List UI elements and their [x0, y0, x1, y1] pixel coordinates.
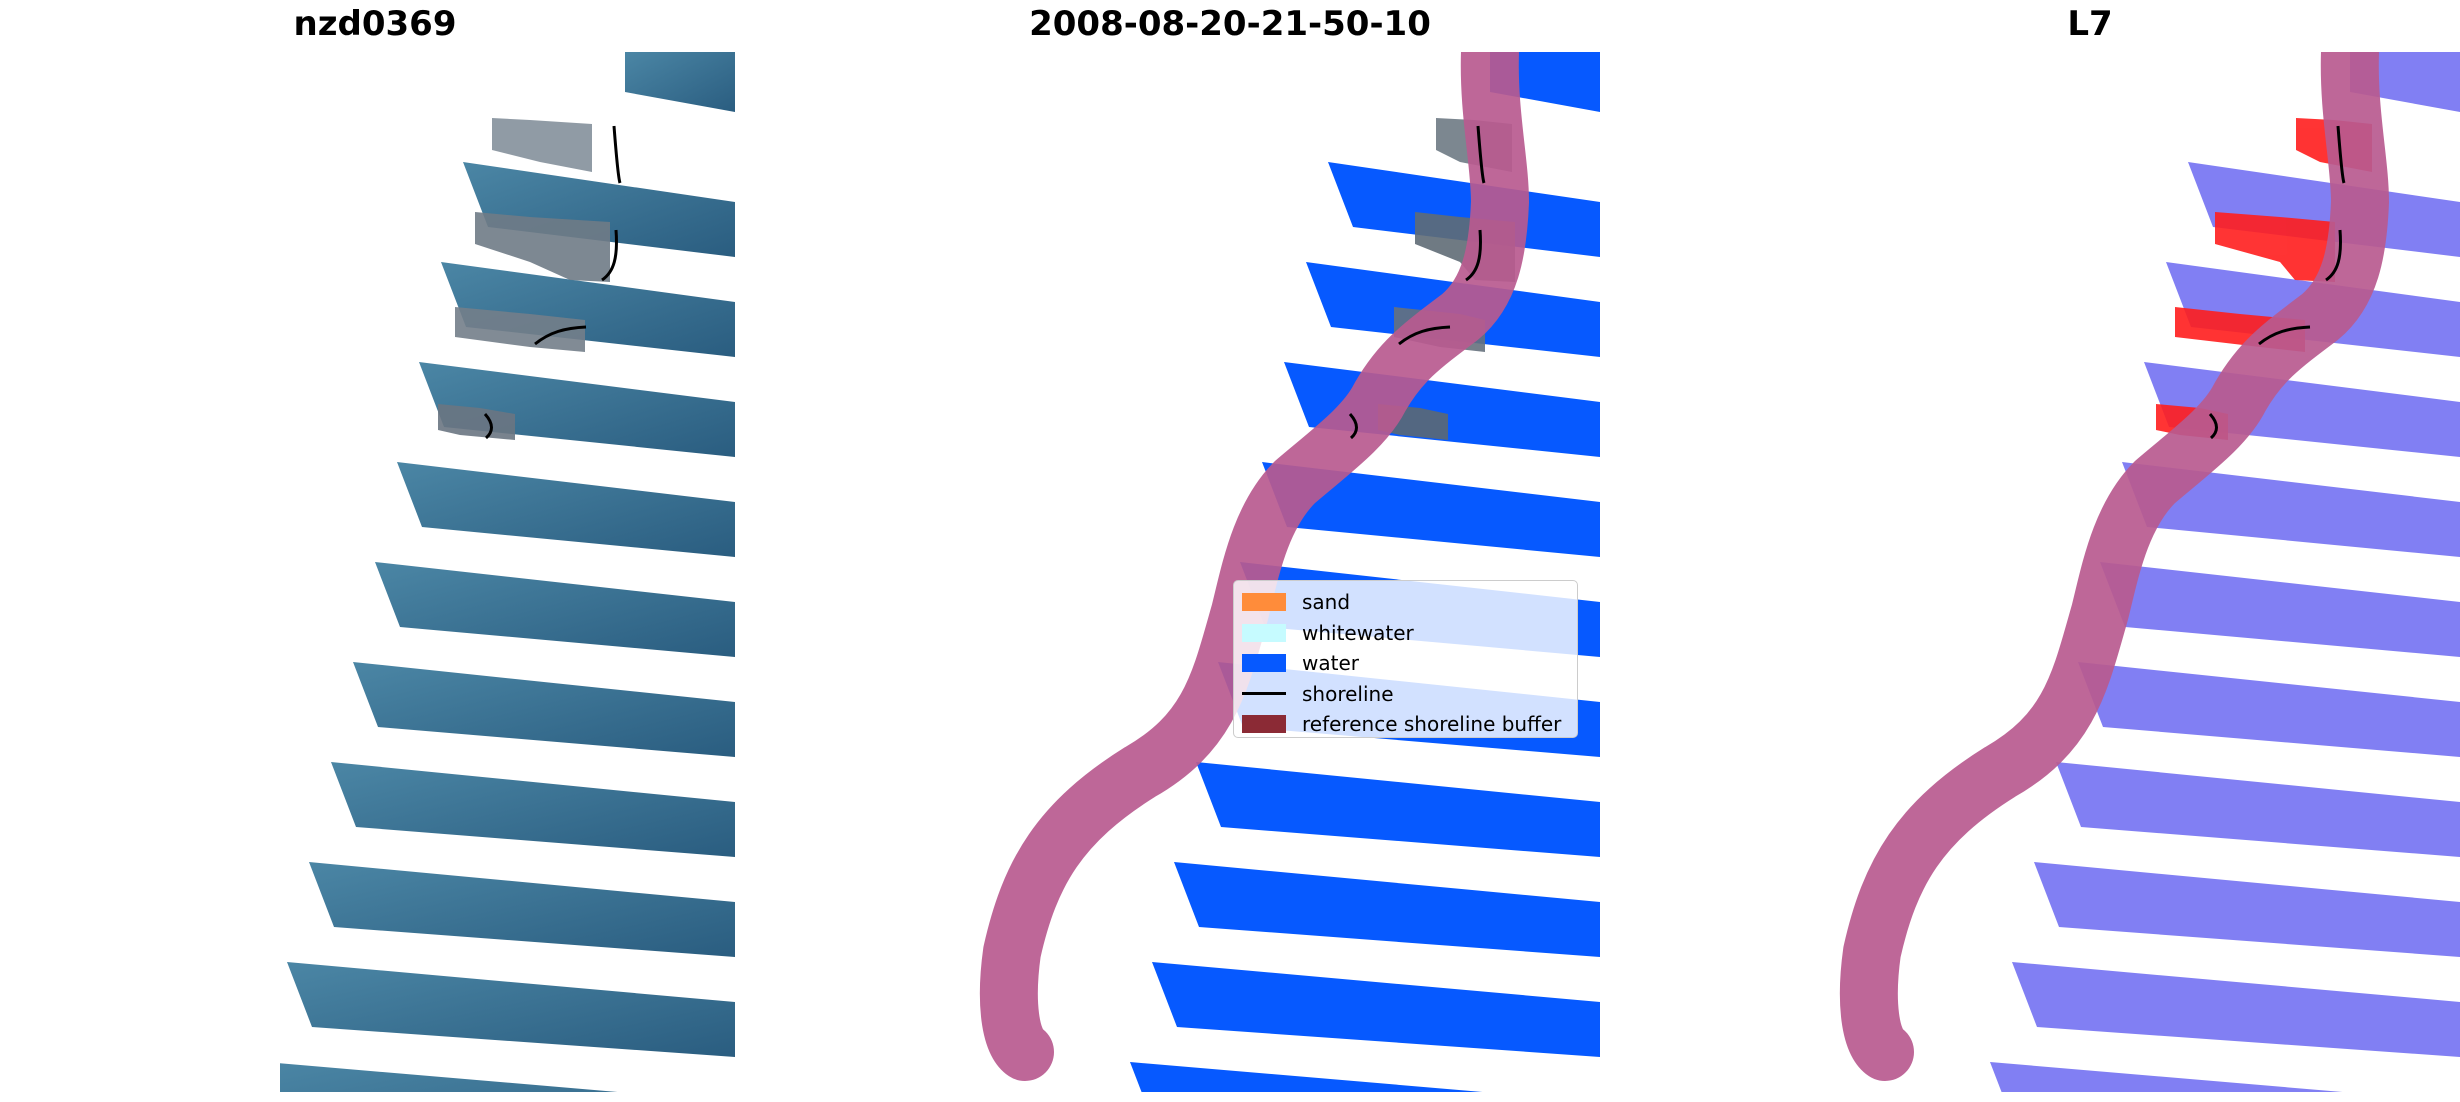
legend-item-shoreline: shoreline — [1242, 679, 1577, 710]
image-band — [2034, 862, 2460, 957]
mndwi-image-panel — [1839, 52, 2460, 1092]
rgb-image-panel — [280, 52, 735, 1092]
image-band — [280, 1063, 618, 1092]
image-band — [1990, 1062, 2343, 1092]
shoreline-segments — [483, 125, 622, 440]
image-band — [2012, 962, 2460, 1057]
image-band — [2078, 662, 2460, 757]
image-band — [2056, 762, 2460, 857]
panel-title-date: 2008-08-20-21-50-10 — [1029, 4, 1431, 44]
land-patches — [438, 118, 610, 440]
image-band — [625, 52, 735, 112]
image-band — [1196, 762, 1600, 857]
panel-title-satellite: L7 — [2067, 4, 2113, 44]
legend-item-water: water — [1242, 648, 1577, 679]
shoreline-line-swatch — [1242, 692, 1286, 696]
satellite-image-stripes — [280, 52, 735, 1092]
image-band — [1174, 862, 1600, 957]
image-band — [463, 162, 735, 257]
legend-item-whitewater: whitewater — [1242, 618, 1577, 649]
image-band — [309, 862, 735, 957]
image-band — [441, 262, 735, 357]
whitewater-swatch — [1242, 623, 1286, 642]
reference-shoreline-buffer — [979, 52, 1529, 1081]
legend-label: water — [1302, 651, 1359, 676]
water-swatch — [1242, 654, 1286, 673]
classified-stripes — [1130, 52, 1600, 1092]
image-band — [353, 662, 735, 757]
panel-title-rgb: nzd0369 — [293, 4, 457, 44]
image-band — [375, 562, 735, 657]
image-band — [1262, 462, 1600, 557]
legend-label: whitewater — [1302, 620, 1414, 645]
buffer-swatch — [1242, 715, 1286, 734]
image-band — [2122, 462, 2460, 557]
image-band — [1152, 962, 1600, 1057]
legend-label: sand — [1302, 590, 1351, 615]
legend-label: reference shoreline buffer — [1302, 712, 1562, 737]
image-band — [397, 462, 735, 557]
legend-item-sand: sand — [1242, 587, 1577, 618]
image-band — [2188, 162, 2460, 257]
legend-label: shoreline — [1302, 681, 1394, 706]
image-band — [2100, 562, 2460, 657]
reference-shoreline-buffer — [1839, 52, 2389, 1081]
sand-swatch — [1242, 593, 1286, 612]
image-band — [1328, 162, 1600, 257]
legend: sand whitewater water shoreline referenc… — [1233, 580, 1578, 738]
image-band — [287, 962, 735, 1057]
image-band — [331, 762, 735, 857]
mndwi-stripes — [1990, 52, 2460, 1092]
image-band — [1130, 1062, 1483, 1092]
classified-image-panel — [979, 52, 1600, 1092]
shoreline-segments — [2208, 125, 2346, 440]
image-band — [419, 362, 735, 457]
shoreline-segments — [1348, 125, 1486, 440]
legend-item-buffer: reference shoreline buffer — [1242, 709, 1577, 740]
